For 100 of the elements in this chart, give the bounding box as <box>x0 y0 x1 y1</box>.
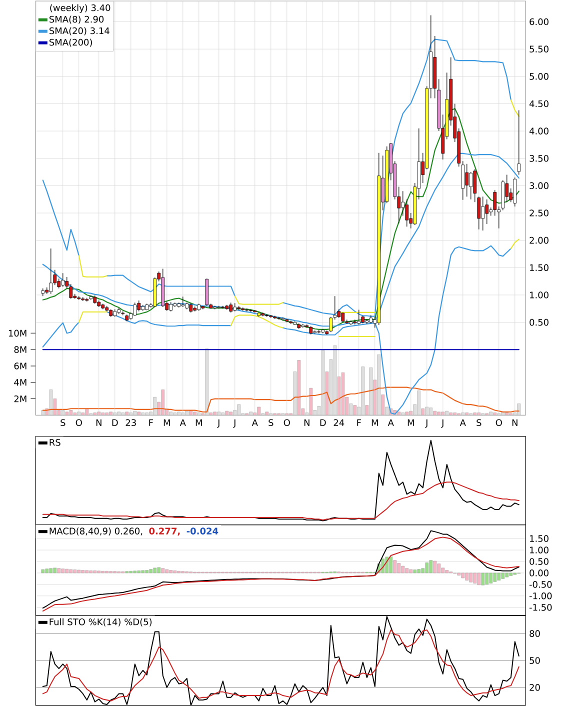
x-tick-label: 24 <box>334 419 344 426</box>
bar <box>441 568 445 574</box>
bar <box>161 390 165 416</box>
bar <box>97 570 101 574</box>
y2-tick-label: 8M <box>14 346 26 353</box>
bar <box>61 568 65 574</box>
candlestick <box>133 302 137 316</box>
bar <box>185 410 189 416</box>
y-tick-label: 80 <box>530 630 540 637</box>
y-tick-label: 3.50 <box>530 154 548 162</box>
y2-tick-label: 2M <box>14 395 26 402</box>
bar <box>429 408 433 416</box>
candlestick <box>57 278 61 289</box>
bar <box>93 570 97 574</box>
x-tick-label: D <box>112 419 118 426</box>
y2-tick-label: 10M <box>8 330 26 337</box>
bar <box>157 567 161 574</box>
legend-title: (weekly) 3.40 <box>50 4 110 13</box>
candlestick <box>481 196 485 231</box>
candlestick <box>169 302 173 312</box>
legend-label: Full STO %K(14) %D(5) <box>50 618 152 626</box>
bar <box>441 412 445 416</box>
x-tick-label: A <box>460 419 466 426</box>
bar <box>501 572 505 579</box>
bar <box>49 568 53 574</box>
bar <box>73 570 77 574</box>
bar <box>77 570 81 574</box>
y-tick-label: 5.50 <box>530 46 548 52</box>
bar <box>141 570 145 574</box>
bar <box>493 572 497 582</box>
bar <box>405 568 409 574</box>
bar <box>433 560 437 574</box>
bar <box>145 412 149 416</box>
bar <box>473 412 477 416</box>
y-tick-label: 4.50 <box>529 100 548 108</box>
x-tick-label: M <box>164 419 170 426</box>
candlestick <box>401 190 405 216</box>
x-tick-label: M <box>196 419 202 426</box>
candlestick <box>477 196 481 230</box>
bar <box>57 568 61 574</box>
y-tick-label: 50 <box>530 657 540 664</box>
candlestick <box>49 248 53 294</box>
bar <box>425 562 429 574</box>
bar <box>133 570 137 574</box>
x-tick-label: A <box>388 419 394 426</box>
bar <box>141 412 145 416</box>
bar <box>89 570 93 574</box>
legend-label: SMA(8) 2.90 <box>49 16 104 24</box>
bar <box>225 410 229 416</box>
bar <box>445 570 449 574</box>
y-tick-label: 20 <box>530 684 540 691</box>
bar <box>73 412 77 416</box>
bar <box>449 412 453 416</box>
y2-tick-label: 6M <box>14 362 26 370</box>
bar <box>485 572 489 585</box>
y-tick-label: 6.00 <box>530 18 548 26</box>
bar <box>153 568 157 574</box>
bar <box>145 570 149 574</box>
bar <box>493 412 497 416</box>
candlestick <box>189 302 193 313</box>
bar <box>161 568 165 574</box>
bar <box>213 412 217 416</box>
y-tick-label: 0.50 <box>530 318 548 326</box>
candlestick <box>357 309 361 325</box>
candlestick <box>329 316 333 332</box>
bar <box>445 410 449 416</box>
x-tick-label: J <box>233 419 236 428</box>
bar <box>173 570 177 574</box>
bar <box>85 570 89 574</box>
bar <box>53 568 57 574</box>
candlestick <box>229 302 233 313</box>
annotation: -0.024 <box>186 528 218 534</box>
bar <box>417 390 421 416</box>
bar <box>297 360 301 416</box>
candlestick <box>65 276 69 289</box>
x-tick-label: M <box>408 419 414 426</box>
x-tick-label: J <box>217 419 220 428</box>
legend-label: SMA(200) <box>49 38 92 47</box>
x-tick-label: J <box>425 419 428 428</box>
bar <box>477 572 481 586</box>
bar <box>389 556 393 574</box>
candlestick <box>405 199 409 227</box>
candlestick <box>493 190 497 216</box>
x-tick-label: S <box>476 419 482 426</box>
x-tick-label: N <box>512 419 518 426</box>
x-tick-label: N <box>96 419 102 426</box>
candlestick <box>333 296 337 320</box>
x-tick-label: F <box>149 419 153 426</box>
x-tick-label: J <box>441 419 444 428</box>
x-tick-label: N <box>304 419 310 426</box>
bar <box>165 569 169 574</box>
y-tick-label: 1.50 <box>530 535 548 542</box>
bar <box>41 569 45 574</box>
bar <box>517 404 521 416</box>
bar <box>401 566 405 574</box>
bar <box>437 564 441 574</box>
bar <box>437 412 441 416</box>
candlestick <box>137 300 141 312</box>
bar <box>229 412 233 416</box>
bar <box>469 572 473 582</box>
